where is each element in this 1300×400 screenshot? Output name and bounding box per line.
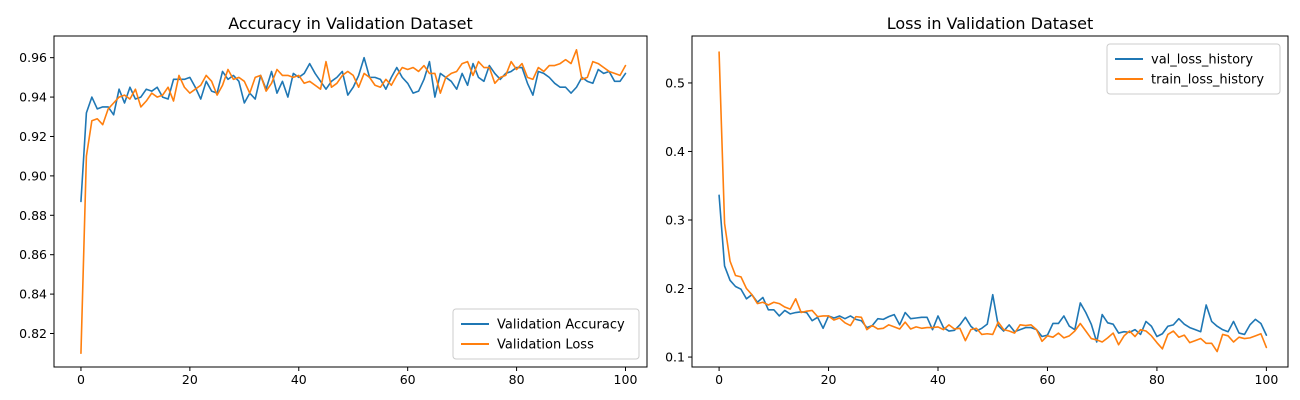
accuracy-x-tick-label: 60 [400, 372, 416, 387]
accuracy-y-tick-label: 0.84 [19, 287, 47, 302]
loss-x-tick-label: 100 [1254, 372, 1278, 387]
loss-legend-label: val_loss_history [1151, 53, 1253, 68]
loss-x-tick-label: 60 [1040, 372, 1056, 387]
loss-chart-title: Loss in Validation Dataset [887, 14, 1094, 33]
accuracy-y-tick-label: 0.86 [19, 247, 47, 262]
accuracy-y-tick-label: 0.82 [19, 326, 47, 341]
loss-y-tick-label: 0.1 [665, 350, 685, 365]
accuracy-y-tick-label: 0.90 [19, 168, 47, 183]
accuracy-x-tick-label: 80 [509, 372, 525, 387]
accuracy-legend: Validation Accuracy Validation Loss [452, 308, 640, 360]
loss-legend-box [1106, 43, 1281, 95]
accuracy-x-tick-label: 20 [182, 372, 198, 387]
loss-chart: Loss in Validation Dataset 0 20 40 60 80 1000… [665, 14, 1289, 387]
loss-x-tick-label: 0 [715, 372, 723, 387]
loss-x-tick-label: 40 [930, 372, 946, 387]
accuracy-series-line-orange [80, 48, 627, 355]
loss-plot-area [718, 51, 1268, 353]
accuracy-plot-area [80, 48, 627, 355]
accuracy-y-tick-label: 0.88 [19, 208, 47, 223]
accuracy-ticks: 0 20 40 60 80 100 0.82 0.84 0.86 0.88 0.90 0.92 0.94… [19, 50, 637, 387]
loss-ticks: 0 20 40 60 80 100 0.1 0.2 0.3 0.4 0.5 [665, 75, 1278, 387]
accuracy-legend-label: Validation Loss [497, 338, 594, 353]
accuracy-x-tick-label: 0 [77, 372, 85, 387]
accuracy-legend-box [452, 308, 640, 360]
loss-x-tick-label: 20 [821, 372, 837, 387]
loss-axes-frame [691, 35, 1289, 368]
loss-series-line-orange [718, 51, 1268, 353]
loss-y-tick-label: 0.5 [665, 75, 685, 90]
accuracy-x-tick-label: 100 [614, 372, 638, 387]
accuracy-series-line-blue [80, 56, 627, 203]
loss-series-line-blue [718, 194, 1268, 343]
loss-legend-label: train_loss_history [1151, 73, 1264, 88]
loss-y-tick-label: 0.4 [665, 144, 685, 159]
accuracy-x-tick-label: 40 [291, 372, 307, 387]
accuracy-axes-frame [53, 35, 648, 368]
accuracy-chart: Accuracy in Validation Dataset 0 20 40 60 80… [19, 14, 648, 387]
accuracy-y-tick-label: 0.96 [19, 50, 47, 65]
accuracy-chart-title: Accuracy in Validation Dataset [228, 14, 473, 33]
accuracy-y-tick-label: 0.92 [19, 129, 47, 144]
accuracy-y-tick-label: 0.94 [19, 90, 47, 105]
loss-legend: val_loss_history train_loss_history [1106, 43, 1281, 95]
loss-y-tick-label: 0.3 [665, 213, 685, 228]
loss-x-tick-label: 80 [1149, 372, 1165, 387]
loss-y-tick-label: 0.2 [665, 281, 685, 296]
accuracy-legend-label: Validation Accuracy [497, 318, 625, 333]
